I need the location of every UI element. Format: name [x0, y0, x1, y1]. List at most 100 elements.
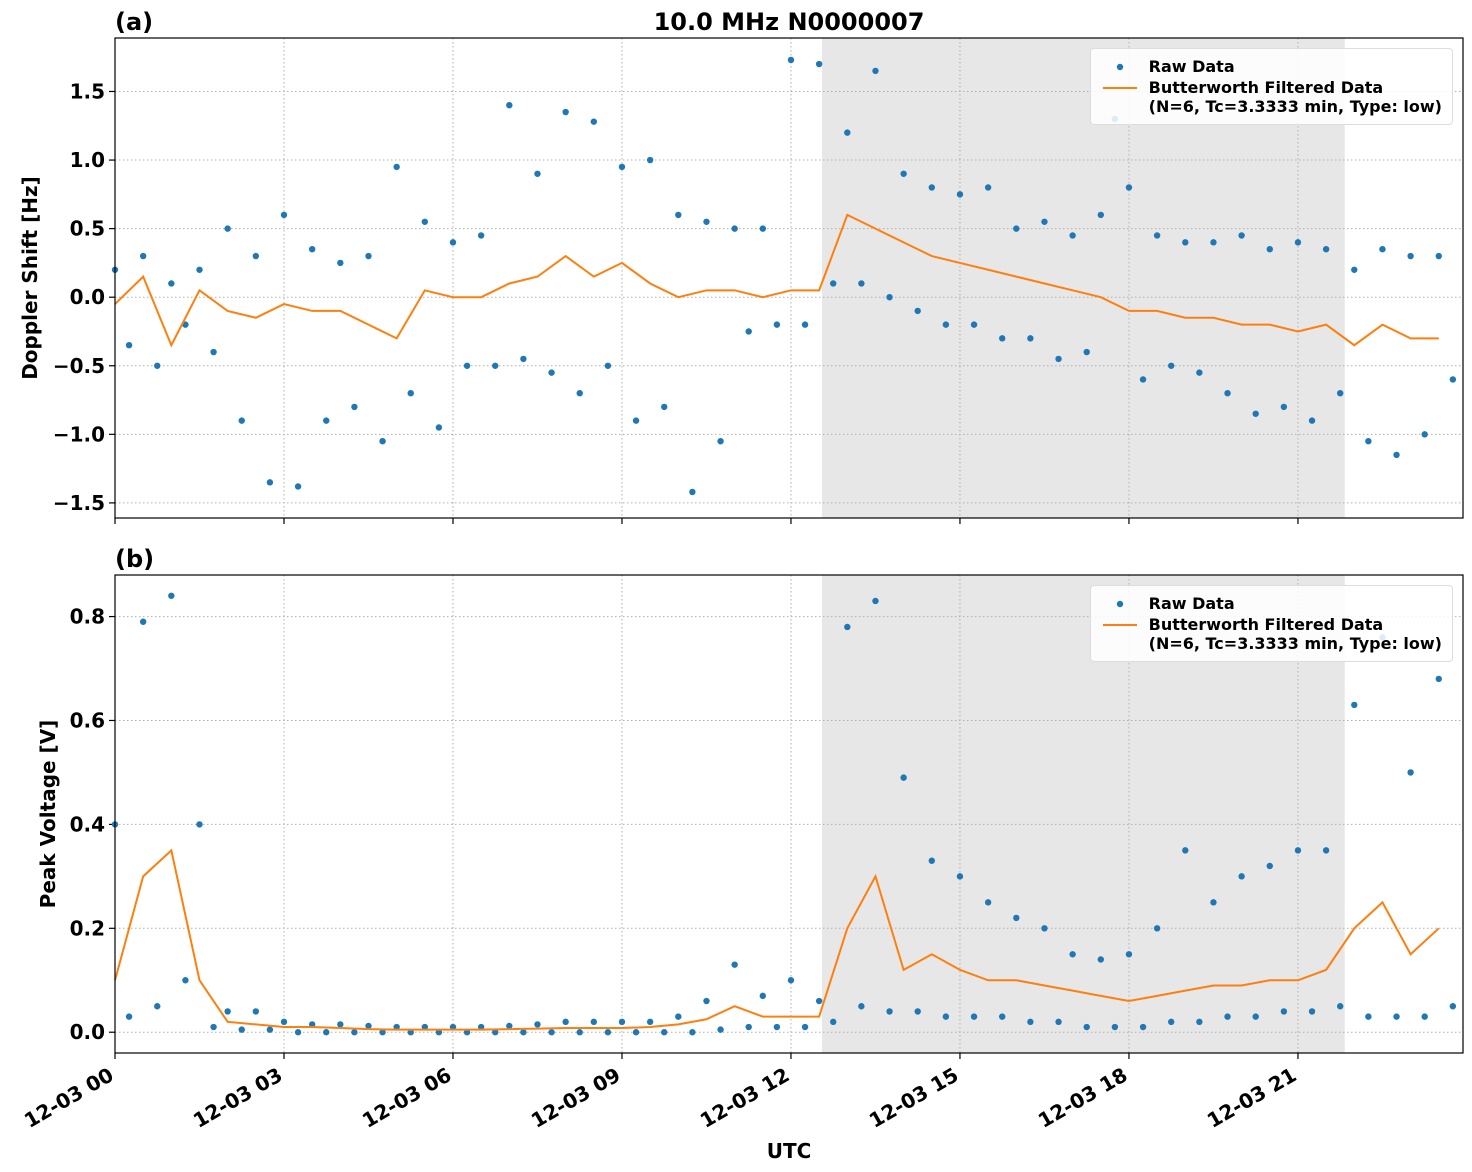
raw-point — [759, 225, 767, 232]
raw-point — [1449, 1003, 1457, 1010]
raw-point — [1083, 1023, 1090, 1031]
raw-point — [773, 321, 781, 328]
raw-point — [520, 355, 527, 363]
raw-point — [1168, 1018, 1175, 1026]
raw-point — [1365, 438, 1372, 445]
raw-point — [787, 56, 795, 64]
raw-point — [154, 362, 161, 369]
raw-point — [196, 266, 203, 273]
raw-point — [520, 1029, 527, 1036]
raw-point — [534, 170, 541, 177]
raw-point — [168, 280, 175, 287]
raw-point — [210, 1023, 217, 1031]
x-tick-label: 12-03 12 — [696, 1063, 794, 1133]
raw-point — [449, 239, 457, 246]
raw-point — [618, 163, 626, 171]
raw-point — [1139, 376, 1147, 383]
raw-point — [801, 1023, 809, 1031]
raw-point — [1294, 239, 1302, 246]
x-tick-label: 12-03 18 — [1034, 1063, 1132, 1133]
raw-point — [1280, 403, 1288, 411]
raw-point — [576, 390, 583, 397]
raw-point — [858, 280, 865, 287]
raw-point — [1196, 369, 1203, 376]
raw-point — [970, 1013, 978, 1020]
raw-point — [492, 1029, 499, 1036]
x-tick-label: 12-03 09 — [527, 1063, 625, 1133]
y-tick-label: 0.0 — [70, 1020, 105, 1044]
legend-item: Butterworth Filtered Data (N=6, Tc=3.333… — [1101, 78, 1442, 116]
raw-point — [914, 307, 921, 315]
raw-point — [815, 997, 823, 1005]
raw-point — [632, 417, 640, 424]
raw-point — [872, 597, 879, 605]
raw-point — [632, 1029, 640, 1036]
raw-point — [675, 1013, 682, 1020]
raw-point — [1069, 951, 1076, 958]
raw-point — [308, 246, 316, 253]
y-tick-label: −0.5 — [53, 354, 105, 378]
raw-point — [280, 211, 288, 219]
raw-point — [984, 899, 992, 906]
raw-point — [1421, 1013, 1428, 1020]
raw-point — [1252, 410, 1259, 417]
raw-point — [1013, 914, 1020, 922]
axes-frame — [114, 37, 1464, 519]
raw-point — [745, 1023, 752, 1031]
raw-point — [506, 102, 513, 109]
raw-point — [661, 403, 668, 411]
raw-point — [815, 60, 823, 68]
legend-marker — [1116, 600, 1123, 608]
raw-point — [661, 1029, 668, 1036]
raw-point — [646, 156, 654, 164]
legend-key — [1101, 57, 1139, 76]
legend-key — [1101, 594, 1139, 613]
raw-point — [745, 328, 752, 335]
x-tick-label: 12-03 06 — [358, 1063, 456, 1133]
raw-point — [844, 623, 851, 631]
raw-point — [984, 184, 992, 191]
raw-point — [689, 1029, 696, 1036]
raw-point — [1182, 847, 1189, 854]
raw-point — [689, 488, 696, 496]
panel-label: (a) — [115, 8, 153, 36]
raw-point — [1280, 1008, 1288, 1015]
chart-title: 10.0 MHz N0000007 — [654, 8, 925, 36]
raw-point — [1322, 246, 1330, 253]
raw-point — [801, 321, 809, 328]
raw-point — [1407, 769, 1414, 776]
raw-point — [1111, 1023, 1119, 1031]
raw-point — [1224, 390, 1231, 397]
raw-point — [168, 592, 175, 599]
raw-point — [337, 1021, 344, 1028]
raw-point — [1224, 1013, 1231, 1020]
raw-point — [970, 321, 978, 328]
raw-point — [618, 1018, 626, 1026]
raw-point — [506, 1022, 513, 1030]
raw-point — [1069, 232, 1076, 239]
legend-label: Butterworth Filtered Data (N=6, Tc=3.333… — [1148, 78, 1442, 116]
raw-point — [1365, 1013, 1372, 1020]
raw-point — [675, 211, 682, 219]
raw-point — [928, 184, 935, 191]
legend-item: Butterworth Filtered Data (N=6, Tc=3.333… — [1101, 615, 1442, 653]
raw-point — [1210, 239, 1217, 246]
y-axis-label: Doppler Shift [Hz] — [18, 176, 42, 380]
raw-point — [548, 1029, 555, 1036]
raw-point — [1027, 335, 1034, 342]
raw-point — [1153, 925, 1161, 932]
raw-point — [844, 129, 851, 136]
raw-point — [323, 1029, 330, 1036]
y-axis-label: Peak Voltage [V] — [36, 720, 60, 909]
raw-point — [830, 280, 837, 287]
raw-point — [1055, 355, 1062, 363]
legend-item: Raw Data — [1101, 594, 1442, 613]
raw-point — [337, 259, 344, 267]
raw-point — [1097, 956, 1104, 963]
raw-point — [1294, 847, 1302, 854]
legend-key — [1101, 615, 1139, 634]
raw-point — [956, 191, 964, 198]
legend-item: Raw Data — [1101, 57, 1442, 76]
raw-point — [379, 438, 386, 445]
